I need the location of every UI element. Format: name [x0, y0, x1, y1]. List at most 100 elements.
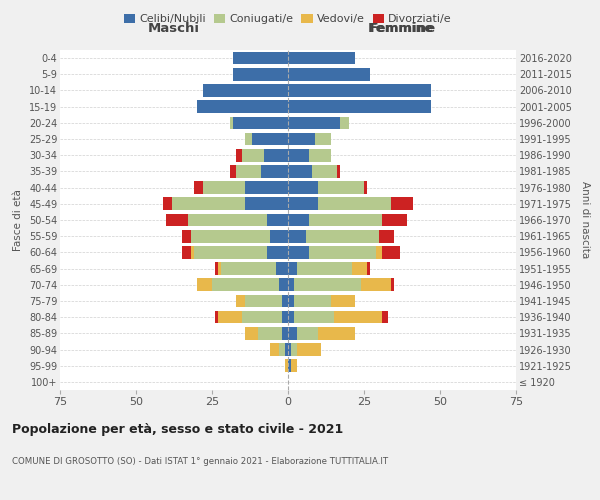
- Bar: [291, 343, 297, 356]
- Bar: [382, 214, 407, 226]
- Bar: [379, 230, 394, 242]
- Bar: [288, 343, 291, 356]
- Bar: [340, 116, 349, 129]
- Bar: [309, 214, 382, 226]
- Bar: [276, 262, 288, 275]
- Text: Femmine: Femmine: [368, 22, 436, 35]
- Bar: [391, 278, 394, 291]
- Bar: [331, 294, 355, 308]
- Bar: [288, 327, 297, 340]
- Bar: [288, 198, 319, 210]
- Bar: [270, 230, 288, 242]
- Bar: [182, 230, 191, 242]
- Bar: [233, 52, 288, 64]
- Bar: [294, 278, 361, 291]
- Bar: [263, 149, 288, 162]
- Bar: [236, 165, 260, 177]
- Bar: [285, 360, 288, 372]
- Bar: [288, 182, 319, 194]
- Text: COMUNE DI GROSOTTO (SO) - Dati ISTAT 1° gennaio 2021 - Elaborazione TUTTITALIA.I: COMUNE DI GROSOTTO (SO) - Dati ISTAT 1° …: [12, 458, 388, 466]
- Bar: [230, 116, 233, 129]
- Bar: [288, 116, 340, 129]
- Bar: [288, 132, 316, 145]
- Bar: [319, 198, 391, 210]
- Bar: [242, 311, 282, 324]
- Bar: [297, 262, 352, 275]
- Bar: [285, 343, 288, 356]
- Bar: [337, 165, 340, 177]
- Bar: [319, 182, 364, 194]
- Bar: [182, 246, 191, 258]
- Bar: [361, 278, 391, 291]
- Bar: [279, 278, 288, 291]
- Bar: [288, 278, 294, 291]
- Text: Maschi: Maschi: [148, 22, 200, 35]
- Bar: [245, 132, 251, 145]
- Bar: [382, 311, 388, 324]
- Legend: Celibi/Nubili, Coniugati/e, Vedovi/e, Divorziati/e: Celibi/Nubili, Coniugati/e, Vedovi/e, Di…: [122, 12, 454, 26]
- Bar: [382, 246, 400, 258]
- Bar: [236, 294, 245, 308]
- Bar: [282, 294, 288, 308]
- Bar: [215, 262, 218, 275]
- Bar: [242, 149, 263, 162]
- Bar: [288, 149, 309, 162]
- Bar: [233, 68, 288, 80]
- Bar: [288, 68, 370, 80]
- Bar: [291, 360, 297, 372]
- Bar: [218, 262, 221, 275]
- Bar: [352, 262, 367, 275]
- Bar: [288, 360, 291, 372]
- Bar: [306, 230, 379, 242]
- Bar: [288, 246, 309, 258]
- Bar: [172, 198, 245, 210]
- Bar: [163, 198, 172, 210]
- Bar: [288, 100, 431, 113]
- Bar: [245, 182, 288, 194]
- Bar: [297, 343, 322, 356]
- Bar: [297, 327, 319, 340]
- Bar: [245, 198, 288, 210]
- Bar: [294, 311, 334, 324]
- Bar: [191, 230, 270, 242]
- Bar: [197, 100, 288, 113]
- Bar: [334, 311, 382, 324]
- Bar: [294, 294, 331, 308]
- Bar: [236, 149, 242, 162]
- Bar: [279, 343, 285, 356]
- Bar: [218, 311, 242, 324]
- Bar: [203, 84, 288, 97]
- Y-axis label: Anni di nascita: Anni di nascita: [580, 182, 590, 258]
- Bar: [309, 149, 331, 162]
- Bar: [267, 214, 288, 226]
- Bar: [215, 311, 218, 324]
- Bar: [364, 182, 367, 194]
- Bar: [288, 262, 297, 275]
- Bar: [288, 311, 294, 324]
- Bar: [191, 246, 194, 258]
- Bar: [230, 165, 236, 177]
- Bar: [309, 246, 376, 258]
- Bar: [313, 165, 337, 177]
- Bar: [367, 262, 370, 275]
- Bar: [203, 182, 245, 194]
- Bar: [260, 165, 288, 177]
- Bar: [288, 230, 306, 242]
- Bar: [257, 327, 282, 340]
- Bar: [391, 198, 413, 210]
- Bar: [288, 214, 309, 226]
- Bar: [221, 262, 276, 275]
- Bar: [245, 294, 282, 308]
- Bar: [194, 182, 203, 194]
- Text: Femmine: Femmine: [370, 22, 434, 35]
- Y-axis label: Fasce di età: Fasce di età: [13, 189, 23, 251]
- Bar: [288, 294, 294, 308]
- Bar: [267, 246, 288, 258]
- Bar: [166, 214, 188, 226]
- Bar: [319, 327, 355, 340]
- Bar: [288, 84, 431, 97]
- Text: Popolazione per età, sesso e stato civile - 2021: Popolazione per età, sesso e stato civil…: [12, 422, 343, 436]
- Bar: [233, 116, 288, 129]
- Bar: [282, 327, 288, 340]
- Bar: [316, 132, 331, 145]
